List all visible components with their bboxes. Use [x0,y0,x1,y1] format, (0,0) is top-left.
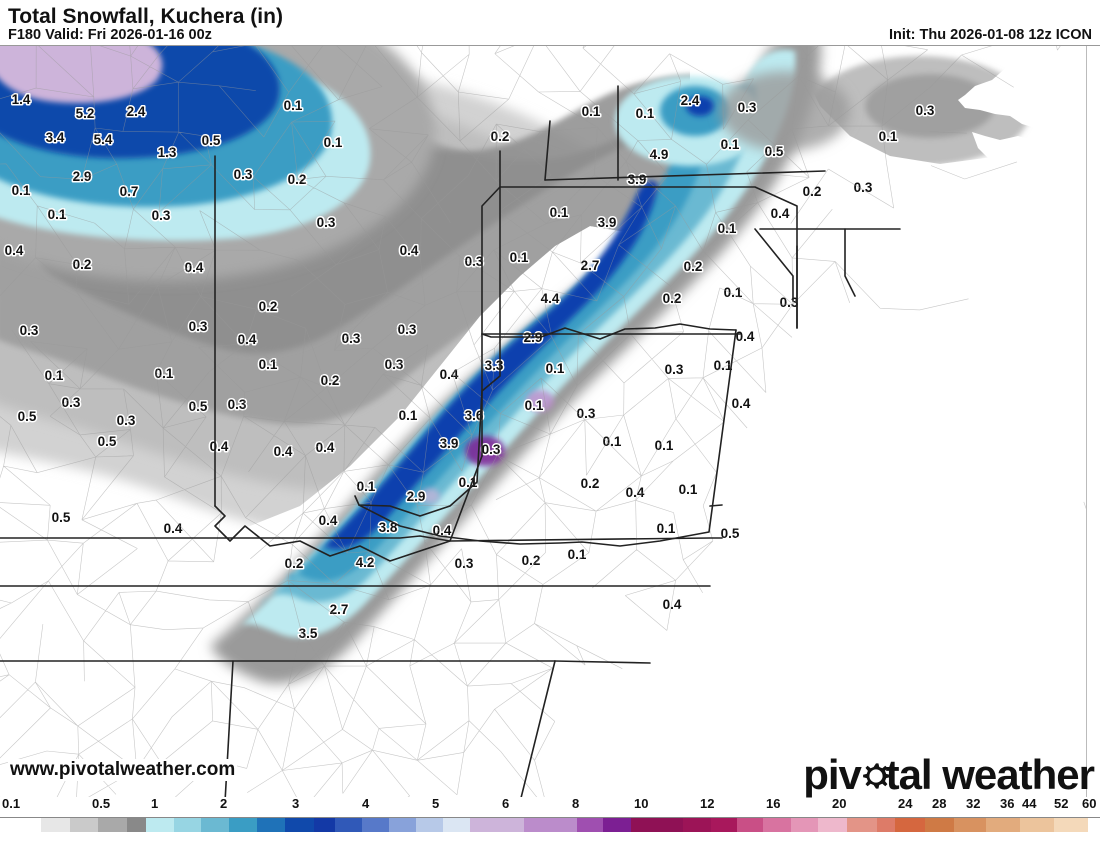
svg-text:3.4: 3.4 [46,130,65,145]
svg-text:0.4: 0.4 [440,367,459,382]
svg-text:0.4: 0.4 [400,243,419,258]
svg-text:0.1: 0.1 [259,357,278,372]
svg-text:0.3: 0.3 [189,319,208,334]
svg-text:44: 44 [1022,797,1037,811]
svg-text:0.4: 0.4 [164,521,183,536]
svg-text:0.5: 0.5 [18,409,37,424]
svg-text:3.5: 3.5 [299,626,318,641]
svg-text:0.1: 0.1 [459,475,478,490]
svg-text:0.1: 0.1 [657,521,676,536]
svg-text:5: 5 [432,797,439,811]
svg-text:0.3: 0.3 [317,215,336,230]
svg-text:0.4: 0.4 [316,440,335,455]
svg-text:0.5: 0.5 [189,399,208,414]
svg-text:0.1: 0.1 [284,98,303,113]
svg-text:0.3: 0.3 [20,323,39,338]
svg-text:10: 10 [634,797,648,811]
svg-text:4.4: 4.4 [541,291,560,306]
svg-text:28: 28 [932,797,946,811]
svg-text:5.4: 5.4 [94,132,113,147]
svg-text:0.3: 0.3 [234,167,253,182]
svg-text:0.5: 0.5 [765,144,784,159]
svg-text:0.3: 0.3 [342,331,361,346]
svg-text:0.2: 0.2 [285,556,304,571]
svg-text:0.4: 0.4 [210,439,229,454]
svg-text:2: 2 [220,797,227,811]
svg-text:4: 4 [362,797,370,811]
svg-text:0.1: 0.1 [357,479,376,494]
svg-text:8: 8 [572,797,579,811]
svg-text:0.3: 0.3 [665,362,684,377]
svg-text:0.2: 0.2 [684,259,703,274]
svg-text:0.2: 0.2 [803,184,822,199]
svg-text:0.4: 0.4 [274,444,293,459]
svg-text:0.2: 0.2 [581,476,600,491]
svg-text:0.1: 0.1 [679,482,698,497]
svg-text:0.1: 0.1 [2,797,20,811]
svg-text:3.9: 3.9 [598,215,617,230]
svg-text:0.1: 0.1 [399,408,418,423]
svg-text:0.5: 0.5 [52,510,71,525]
svg-text:0.1: 0.1 [568,547,587,562]
svg-text:0.2: 0.2 [321,373,340,388]
svg-text:12: 12 [700,797,714,811]
svg-text:2.4: 2.4 [127,104,146,119]
svg-text:36: 36 [1000,797,1014,811]
svg-text:0.4: 0.4 [771,206,790,221]
svg-text:0.3: 0.3 [738,100,757,115]
svg-text:0.1: 0.1 [655,438,674,453]
svg-text:0.4: 0.4 [238,332,257,347]
svg-text:0.2: 0.2 [259,299,278,314]
svg-text:0.5: 0.5 [92,797,110,811]
svg-text:52: 52 [1054,797,1068,811]
svg-text:6: 6 [502,797,509,811]
svg-text:0.4: 0.4 [626,485,645,500]
svg-text:24: 24 [898,797,913,811]
svg-text:60: 60 [1082,797,1096,811]
svg-text:5.2: 5.2 [76,106,95,121]
svg-text:0.3: 0.3 [854,180,873,195]
svg-text:1: 1 [151,797,158,811]
svg-text:0.1: 0.1 [48,207,67,222]
svg-text:0.1: 0.1 [324,135,343,150]
svg-text:16: 16 [766,797,780,811]
svg-text:0.5: 0.5 [98,434,117,449]
svg-text:0.4: 0.4 [319,513,338,528]
svg-text:0.1: 0.1 [546,361,565,376]
svg-text:0.3: 0.3 [398,322,417,337]
svg-text:0.1: 0.1 [525,398,544,413]
svg-text:0.4: 0.4 [5,243,24,258]
svg-text:0.1: 0.1 [12,183,31,198]
svg-text:2.9: 2.9 [407,489,426,504]
svg-text:2.7: 2.7 [330,602,349,617]
svg-text:0.1: 0.1 [510,250,529,265]
svg-text:0.4: 0.4 [736,329,755,344]
svg-text:0.5: 0.5 [202,133,221,148]
svg-text:0.2: 0.2 [491,129,510,144]
svg-text:0.1: 0.1 [636,106,655,121]
svg-text:2.4: 2.4 [681,93,700,108]
svg-text:0.3: 0.3 [780,295,799,310]
svg-text:0.1: 0.1 [879,129,898,144]
svg-text:20: 20 [832,797,846,811]
svg-text:0.3: 0.3 [117,413,136,428]
svg-text:3: 3 [292,797,299,811]
svg-text:0.3: 0.3 [916,103,935,118]
svg-text:0.2: 0.2 [663,291,682,306]
svg-text:0.4: 0.4 [732,396,751,411]
svg-text:3.8: 3.8 [379,520,398,535]
svg-text:32: 32 [966,797,980,811]
svg-text:0.1: 0.1 [550,205,569,220]
svg-text:0.1: 0.1 [718,221,737,236]
svg-text:4.9: 4.9 [650,147,669,162]
